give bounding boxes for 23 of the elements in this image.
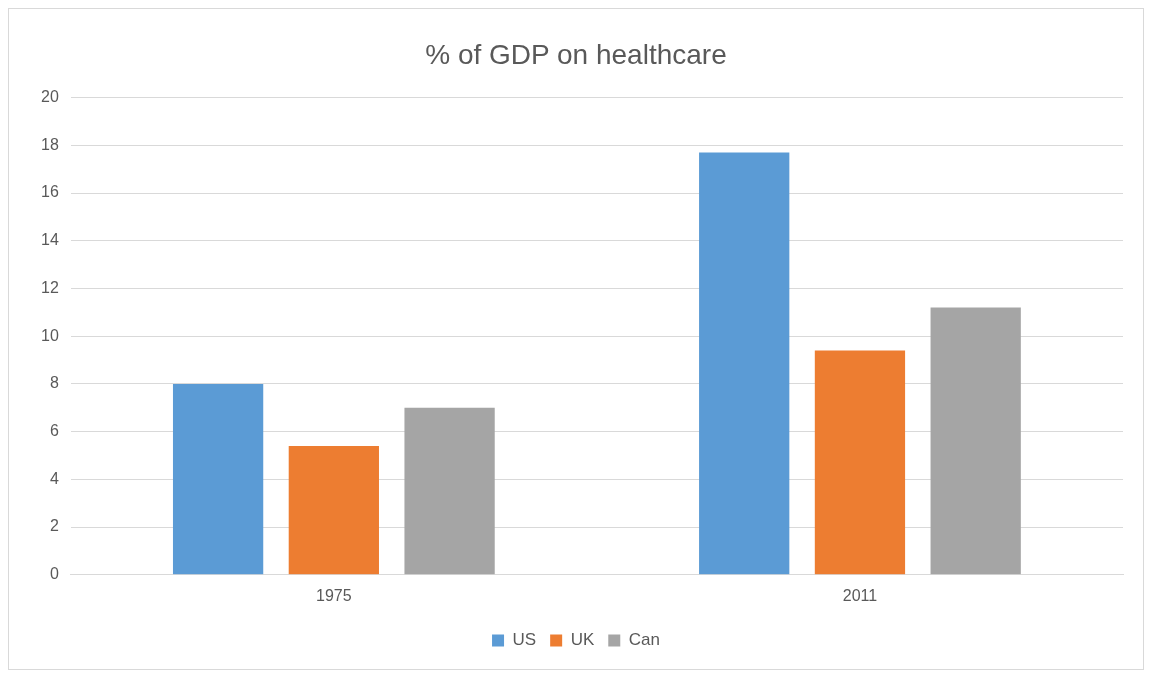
bar	[404, 407, 495, 575]
bar	[288, 445, 379, 575]
x-tick-label: 1975	[316, 586, 352, 604]
y-tick-label: 18	[41, 135, 59, 153]
chart-title: % of GDP on healthcare	[425, 38, 727, 70]
y-tick-label: 16	[41, 183, 59, 201]
y-tick-label: 4	[49, 469, 59, 487]
legend-label: Can	[628, 630, 660, 650]
y-tick-label: 14	[41, 231, 59, 249]
y-tick-label: 0	[49, 565, 59, 583]
y-tick-label: 6	[49, 422, 59, 440]
bar	[930, 307, 1021, 575]
bar	[699, 152, 790, 575]
y-tick-label: 8	[49, 374, 59, 392]
bar	[814, 350, 906, 575]
bar	[172, 383, 264, 575]
y-tick-label: 12	[41, 278, 59, 296]
y-tick-label: 20	[41, 88, 59, 106]
x-tick-label: 2011	[842, 586, 878, 604]
y-tick-label: 2	[49, 517, 59, 535]
y-tick-label: 10	[41, 326, 59, 344]
legend-label: US	[512, 630, 537, 650]
legend-label: UK	[570, 630, 595, 650]
